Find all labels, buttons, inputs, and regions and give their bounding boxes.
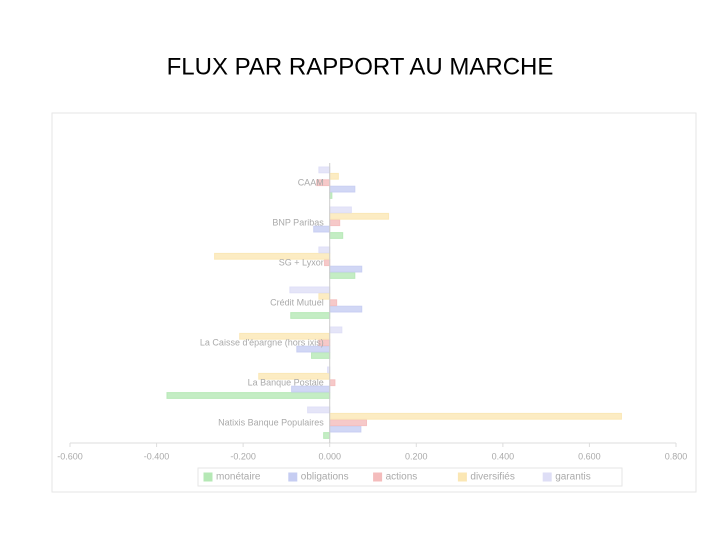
bar bbox=[329, 172, 339, 180]
bar bbox=[307, 406, 331, 414]
legend-label: obligations bbox=[301, 472, 349, 483]
bar bbox=[329, 185, 356, 193]
legend-swatch bbox=[203, 472, 213, 482]
category-label: La Banque Postale bbox=[248, 377, 324, 387]
bar bbox=[329, 232, 344, 239]
x-tick-label: 0.800 bbox=[665, 451, 688, 461]
bar bbox=[329, 326, 343, 334]
legend-swatch bbox=[288, 472, 298, 482]
bar bbox=[329, 272, 356, 279]
bar bbox=[311, 352, 331, 359]
legend-swatch bbox=[542, 472, 552, 482]
category-label: BNP Paribas bbox=[272, 217, 324, 227]
legend-frame bbox=[197, 467, 623, 487]
x-tick-label: 0.400 bbox=[492, 451, 515, 461]
bar bbox=[289, 286, 331, 294]
x-tick-label: 0.600 bbox=[578, 451, 601, 461]
bar bbox=[329, 219, 341, 227]
bar bbox=[166, 392, 331, 399]
bar bbox=[329, 299, 338, 307]
legend-swatch bbox=[373, 472, 383, 482]
chart-frame bbox=[51, 112, 697, 493]
category-label: Natixis Banque Populaires bbox=[218, 417, 324, 427]
legend-label: actions bbox=[386, 472, 418, 483]
legend-label: diversifiés bbox=[470, 472, 514, 483]
x-tick-label: -0.600 bbox=[57, 451, 83, 461]
bar bbox=[324, 259, 331, 267]
x-tick-label: -0.200 bbox=[230, 451, 256, 461]
bar bbox=[329, 305, 363, 313]
category-label: Crédit Mutuel bbox=[270, 297, 324, 307]
bar bbox=[318, 246, 331, 254]
bar bbox=[329, 412, 622, 420]
bar bbox=[329, 419, 368, 427]
bar bbox=[318, 166, 331, 174]
bar bbox=[329, 212, 390, 220]
x-tick-label: 0.200 bbox=[405, 451, 428, 461]
legend-swatch bbox=[457, 472, 467, 482]
legend-label: monétaire bbox=[216, 472, 261, 483]
bar bbox=[329, 425, 362, 433]
bar bbox=[329, 265, 363, 273]
x-tick-label: -0.400 bbox=[144, 451, 170, 461]
bar bbox=[329, 379, 336, 387]
bar bbox=[329, 206, 352, 214]
bar bbox=[290, 312, 331, 319]
category-label: CAAM bbox=[298, 177, 324, 187]
chart-title: FLUX PAR RAPPORT AU MARCHE bbox=[167, 53, 554, 80]
x-tick-label: 0.000 bbox=[318, 451, 341, 461]
legend-label: garantis bbox=[555, 472, 591, 483]
category-label: SG + Lyxor bbox=[279, 257, 324, 267]
bar bbox=[323, 432, 331, 439]
category-label: La Caisse d'épargne (hors ixis) bbox=[200, 337, 324, 347]
